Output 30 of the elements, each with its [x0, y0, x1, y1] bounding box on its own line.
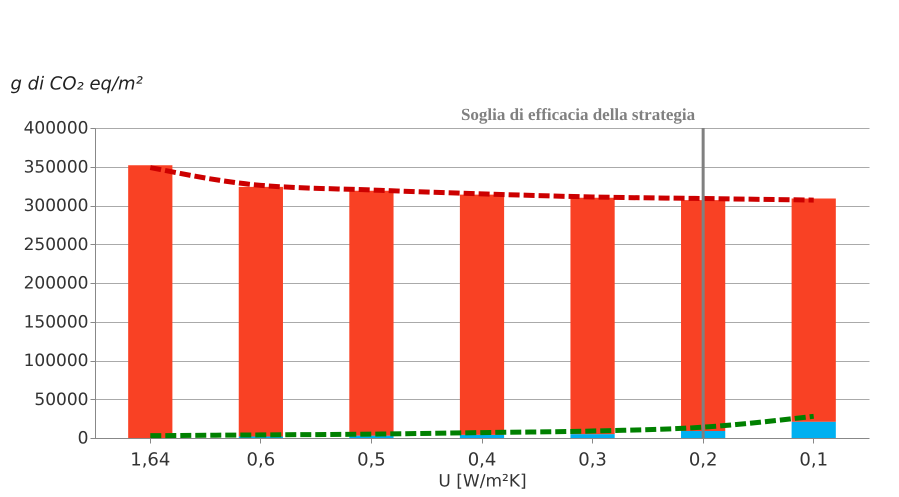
y-tick-label: 200000 [24, 274, 88, 294]
bar [460, 194, 504, 435]
y-axis-title: g di CO₂ eq/m² [10, 74, 143, 94]
bar [792, 422, 836, 438]
bar [128, 165, 172, 438]
y-tick-label: 400000 [24, 118, 88, 138]
x-tick-label: 0,5 [357, 450, 386, 470]
bar [681, 431, 726, 438]
y-tick-label: 250000 [24, 234, 88, 255]
bar [570, 198, 615, 434]
y-tick-label: 300000 [24, 196, 88, 216]
y-tick-label: 150000 [24, 312, 88, 332]
x-tick-label: 0,3 [578, 450, 607, 470]
bar [681, 200, 726, 432]
bar [238, 186, 283, 436]
x-tick-label: 0,1 [799, 450, 828, 470]
x-tick-label: 0,4 [468, 450, 496, 470]
bar [570, 434, 615, 438]
x-tick-label: 0,6 [246, 450, 276, 470]
y-tick-label: 50000 [34, 390, 88, 410]
x-axis-title: U [W/m²K] [438, 472, 527, 492]
y-tick-label: 0 [78, 428, 88, 448]
ref-line-label: Soglia di efficacia della strategia [460, 105, 696, 124]
bar [792, 198, 836, 422]
bar [349, 190, 394, 436]
x-tick-label: 0,2 [688, 450, 718, 470]
bar [460, 434, 504, 438]
x-tick-label: 1,64 [130, 450, 170, 470]
y-tick-label: 100000 [24, 351, 88, 371]
y-tick-label: 350000 [24, 157, 88, 178]
